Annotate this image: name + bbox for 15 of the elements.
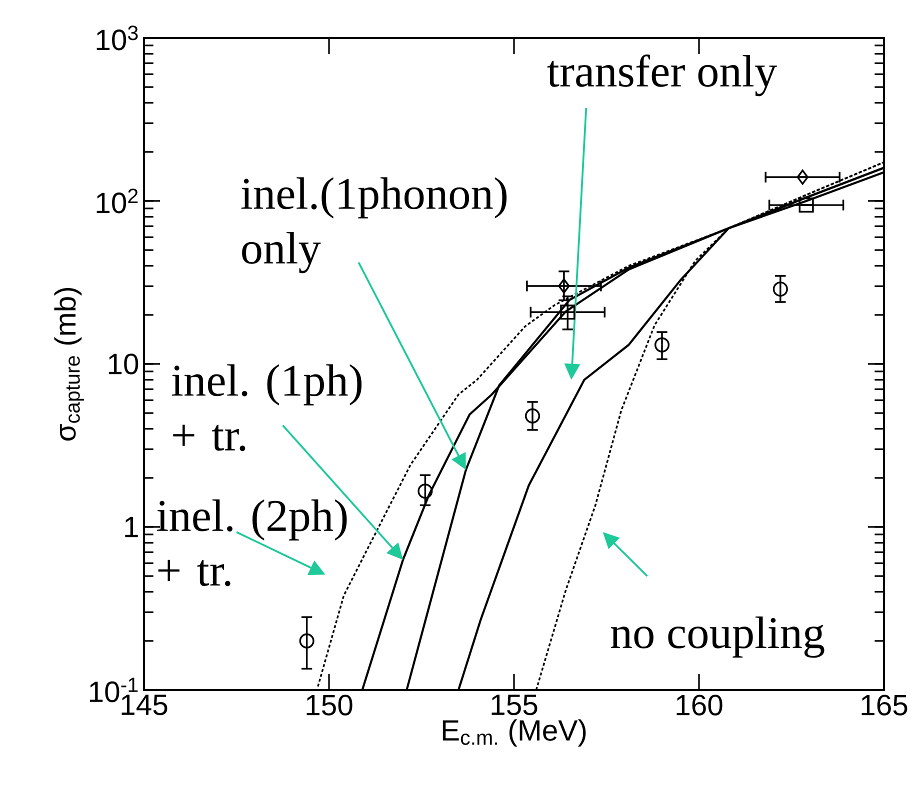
x-axis-title: E$_{c.m.}$ (MeV) [442,719,586,747]
annotation: inel.(1phonon) only [241,177,507,274]
annotation: transfer only [547,54,777,96]
annotation: inel. (1ph) + tr. [172,364,362,451]
x-tick-label: 150 [306,694,352,716]
y-tick-label: 10$^{2}$ [96,188,138,214]
y-tick-label: 10$^{3}$ [96,26,138,50]
y-tick-label: 10 [108,354,138,374]
y-axis-title: σ$_{capture}$ (mb) [54,288,84,441]
x-tick-label: 165 [862,694,908,716]
annotation: inel. (2ph) + tr. [157,499,347,586]
x-tick-label: 155 [492,694,538,716]
y-tick-label: 1 [125,516,138,538]
x-tick-label: 160 [676,694,722,716]
annotation: no coupling [610,616,824,658]
